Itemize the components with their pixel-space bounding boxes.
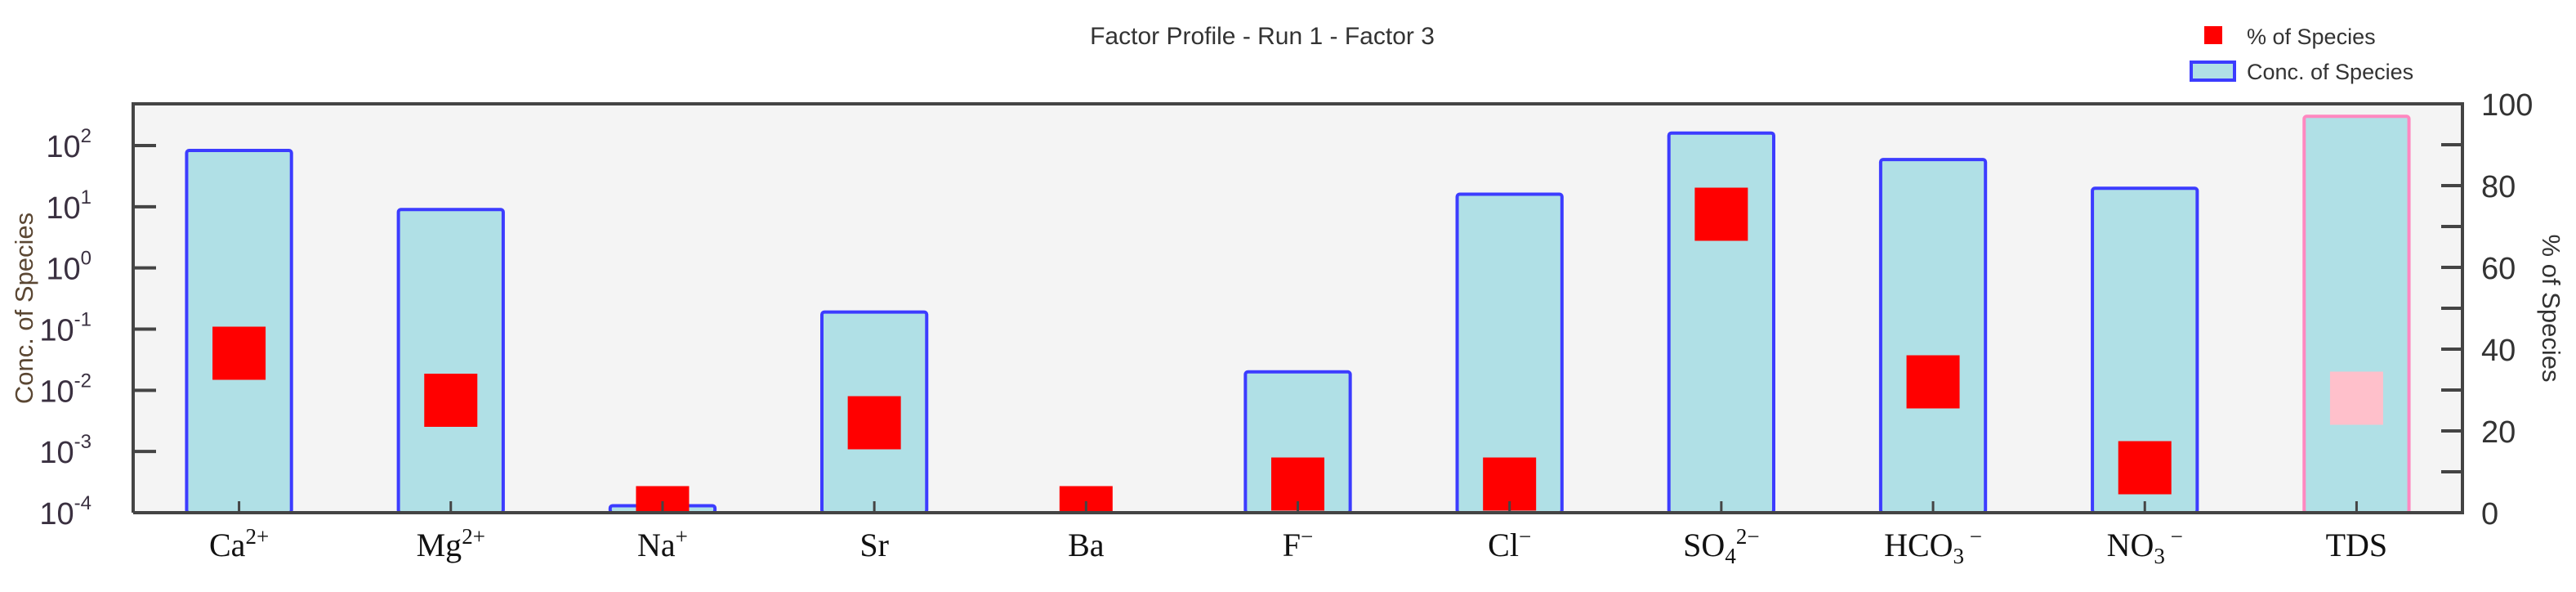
conc-bar-9 (1878, 158, 1988, 514)
x-tick-label: Ca2+ (209, 524, 269, 563)
x-tick-label: Sr (859, 527, 889, 563)
left-axis: 102 101 100 10-1 10-2 10-3 10-4 (39, 125, 156, 531)
y2-tick-label: 40 (2481, 334, 2516, 368)
y-tick-label: 10-2 (39, 370, 92, 409)
x-tick-label: Cl− (1488, 524, 1531, 563)
y-tick-label: 10-3 (39, 431, 92, 470)
y-tick-label: 101 (46, 186, 92, 226)
percent-marker-11 (2329, 371, 2383, 425)
y2-tick-label: 80 (2481, 170, 2516, 204)
percent-marker-10 (2118, 441, 2172, 495)
y2-tick-label: 20 (2481, 415, 2516, 450)
conc-bar-2 (396, 208, 505, 514)
x-tick-label: SO42− (1683, 524, 1759, 568)
markers-layer (212, 187, 2383, 513)
y2-tick-label: 0 (2481, 497, 2498, 531)
percent-marker-2 (424, 374, 478, 427)
x-tick-label: Na+ (637, 524, 688, 563)
right-axis: 0 20 40 60 80 100 (2441, 88, 2533, 531)
x-tick-label: Ba (1068, 527, 1105, 563)
x-tick-label: NO3 − (2107, 524, 2183, 568)
percent-marker-4 (847, 396, 901, 450)
x-axis: Ca2+ Mg2+ Na+ Sr Ba F− Cl− SO42− HCO3 − NO3 − TDS (209, 524, 2387, 568)
legend-marker-conc (2190, 61, 2236, 82)
y-tick-label: 10-1 (39, 308, 92, 348)
y2-tick-label: 60 (2481, 252, 2516, 286)
conc-bar-11 (2302, 114, 2411, 514)
left-axis-label: Conc. of Species (10, 213, 38, 404)
legend-label-percent: % of Species (2247, 25, 2376, 49)
chart-title: Factor Profile - Run 1 - Factor 3 (1090, 23, 1435, 50)
right-axis-label: % of Species (2537, 235, 2565, 383)
legend-label-conc: Conc. of Species (2247, 60, 2413, 84)
y2-tick-label: 100 (2481, 88, 2533, 123)
y-tick-label: 10-4 (39, 492, 92, 531)
x-tick-label: Mg2+ (417, 524, 485, 563)
percent-marker-9 (1906, 355, 1960, 409)
y-tick-label: 100 (46, 248, 92, 287)
x-tick-label: F− (1283, 524, 1313, 563)
y-tick-label: 102 (46, 125, 92, 164)
legend: % of Species Conc. of Species (2190, 25, 2413, 84)
percent-marker-8 (1694, 187, 1748, 241)
percent-marker-1 (212, 326, 266, 380)
x-tick-label: TDS (2326, 527, 2388, 563)
x-tick-label: HCO3 − (1884, 524, 1982, 568)
legend-marker-percent (2204, 26, 2222, 44)
